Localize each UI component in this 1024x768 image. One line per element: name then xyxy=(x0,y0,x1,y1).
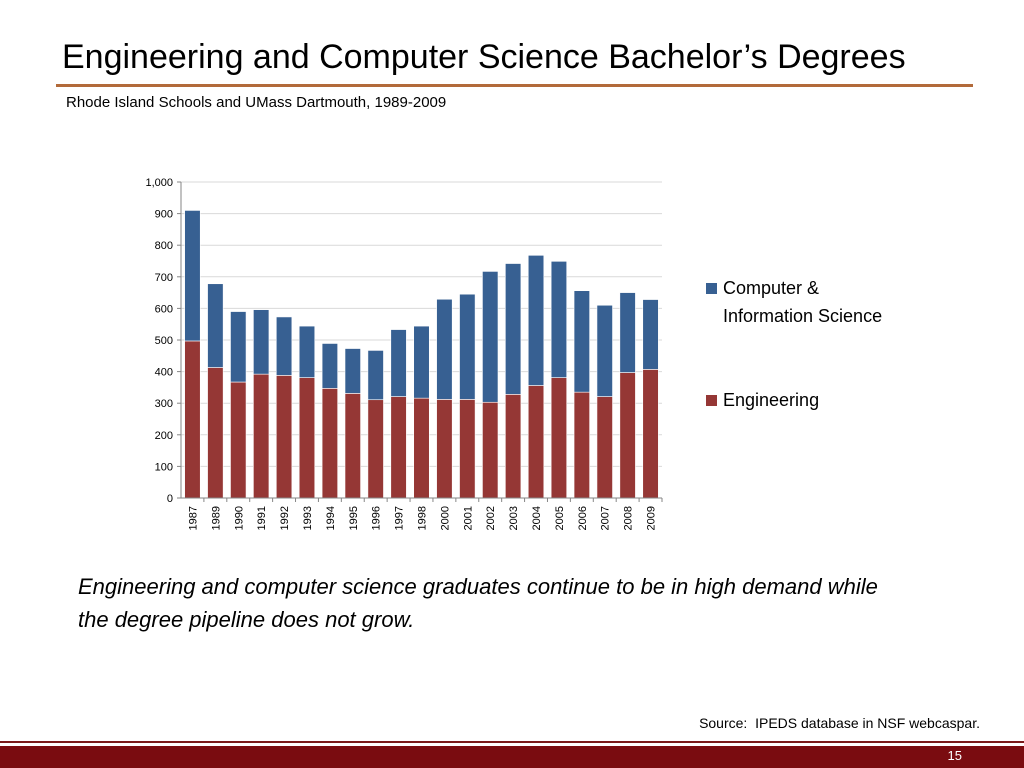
bar-computer-science-1996 xyxy=(367,350,384,401)
bar-computer-science-1997 xyxy=(390,329,407,397)
slide-title: Engineering and Computer Science Bachelo… xyxy=(62,38,906,76)
x-tick-label: 1987 xyxy=(187,506,199,530)
legend-label: Information Science xyxy=(723,306,882,326)
bar-engineering-1998 xyxy=(413,397,430,499)
bar-computer-science-2009 xyxy=(642,299,659,370)
axes: 0 100 200 300 400 500 600 700 800 900 1,000 1987 198… xyxy=(145,177,663,530)
bar-computer-science-2004 xyxy=(527,255,545,386)
x-tick-label: 2006 xyxy=(577,506,589,530)
x-tick-label: 1990 xyxy=(233,506,245,530)
legend-swatch xyxy=(706,283,717,294)
bar-engineering-1996 xyxy=(367,399,384,499)
bar-computer-science-2006 xyxy=(573,290,590,393)
bar-engineering-1993 xyxy=(298,377,316,499)
bar-engineering-2001 xyxy=(459,399,476,499)
x-tick-label: 2005 xyxy=(554,506,566,530)
legend: Computer & Information Science Engineering xyxy=(706,278,882,410)
bar-computer-science-2002 xyxy=(482,271,499,403)
bar-computer-science-1990 xyxy=(230,311,247,383)
bar-engineering-2009 xyxy=(642,369,659,499)
x-tick-label: 2002 xyxy=(485,506,497,530)
bar-computer-science-2003 xyxy=(505,263,522,395)
x-tick-label: 2001 xyxy=(462,506,474,530)
bar-engineering-1987 xyxy=(184,340,201,499)
bar-computer-science-1987 xyxy=(184,210,201,342)
y-tick-label: 400 xyxy=(155,367,173,379)
y-tick-label: 200 xyxy=(155,430,173,442)
x-tick-label: 2004 xyxy=(531,506,543,530)
callout-text: Engineering and computer science graduat… xyxy=(78,574,878,632)
bar-computer-science-1994 xyxy=(321,343,338,389)
bar-engineering-1994 xyxy=(321,388,338,499)
slide-subtitle: Rhode Island Schools and UMass Dartmouth… xyxy=(66,94,447,111)
x-tick-label: 1993 xyxy=(302,506,314,530)
bar-engineering-2008 xyxy=(619,372,636,499)
x-tick-label: 2003 xyxy=(508,506,520,530)
x-tick-label: 2009 xyxy=(646,506,658,530)
x-tick-label: 2000 xyxy=(439,506,451,530)
bar-engineering-2005 xyxy=(550,377,568,499)
bar-computer-science-2007 xyxy=(596,304,613,397)
bar-computer-science-1989 xyxy=(207,283,224,368)
y-tick-label: 300 xyxy=(155,398,173,410)
legend-label: Engineering xyxy=(723,390,819,410)
x-tick-label: 1991 xyxy=(256,506,268,530)
y-tick-label: 1,000 xyxy=(145,177,173,189)
x-tick-label: 1998 xyxy=(417,506,429,530)
legend-swatch xyxy=(706,395,717,406)
x-tick-label: 1995 xyxy=(348,506,360,530)
bar-computer-science-2001 xyxy=(459,293,476,400)
bar-computer-science-1998 xyxy=(413,325,430,399)
bar-engineering-2002 xyxy=(482,401,499,499)
bar-computer-science-1993 xyxy=(298,325,316,378)
x-tick-label: 1989 xyxy=(210,506,222,530)
x-tick-label: 1997 xyxy=(394,506,406,530)
title-rule xyxy=(56,84,973,87)
stacked-bar-chart: 0 100 200 300 400 500 600 700 800 900 1,000 1987 198… xyxy=(145,177,882,530)
bar-engineering-2004 xyxy=(527,385,545,499)
x-tick-label: 1994 xyxy=(325,506,337,530)
y-tick-label: 700 xyxy=(155,272,173,284)
bar-engineering-2000 xyxy=(436,399,453,499)
bar-engineering-2003 xyxy=(505,394,522,499)
bar-engineering-1992 xyxy=(275,375,293,499)
bar-engineering-1989 xyxy=(207,367,224,499)
bar-engineering-1995 xyxy=(344,393,361,499)
bar-engineering-1991 xyxy=(253,373,270,499)
y-tick-label: 0 xyxy=(167,493,173,505)
bar-engineering-2006 xyxy=(573,391,590,499)
x-tick-label: 1996 xyxy=(371,506,383,530)
bar-engineering-1990 xyxy=(230,381,247,499)
bar-computer-science-1991 xyxy=(253,309,270,375)
bar-computer-science-1995 xyxy=(344,348,361,394)
footer-bar xyxy=(0,746,1024,768)
source-note: Source: IPEDS database in NSF webcaspar. xyxy=(699,715,980,731)
bar-computer-science-2008 xyxy=(619,292,636,373)
y-tick-label: 600 xyxy=(155,303,173,315)
bar-computer-science-2000 xyxy=(436,298,453,400)
bar-computer-science-2005 xyxy=(550,261,568,378)
y-tick-label: 500 xyxy=(155,335,173,347)
y-tick-label: 800 xyxy=(155,240,173,252)
footer-rule xyxy=(0,741,1024,743)
bar-engineering-2007 xyxy=(596,396,613,499)
y-tick-label: 100 xyxy=(155,461,173,473)
page-number: 15 xyxy=(947,748,962,763)
x-tick-label: 1992 xyxy=(279,506,291,530)
y-tick-label: 900 xyxy=(155,209,173,221)
bars xyxy=(184,210,659,499)
x-tick-label: 2007 xyxy=(600,506,612,530)
legend-label: Computer & xyxy=(723,278,819,298)
bar-engineering-1997 xyxy=(390,396,407,499)
x-tick-label: 2008 xyxy=(623,506,635,530)
bar-computer-science-1992 xyxy=(275,316,293,376)
